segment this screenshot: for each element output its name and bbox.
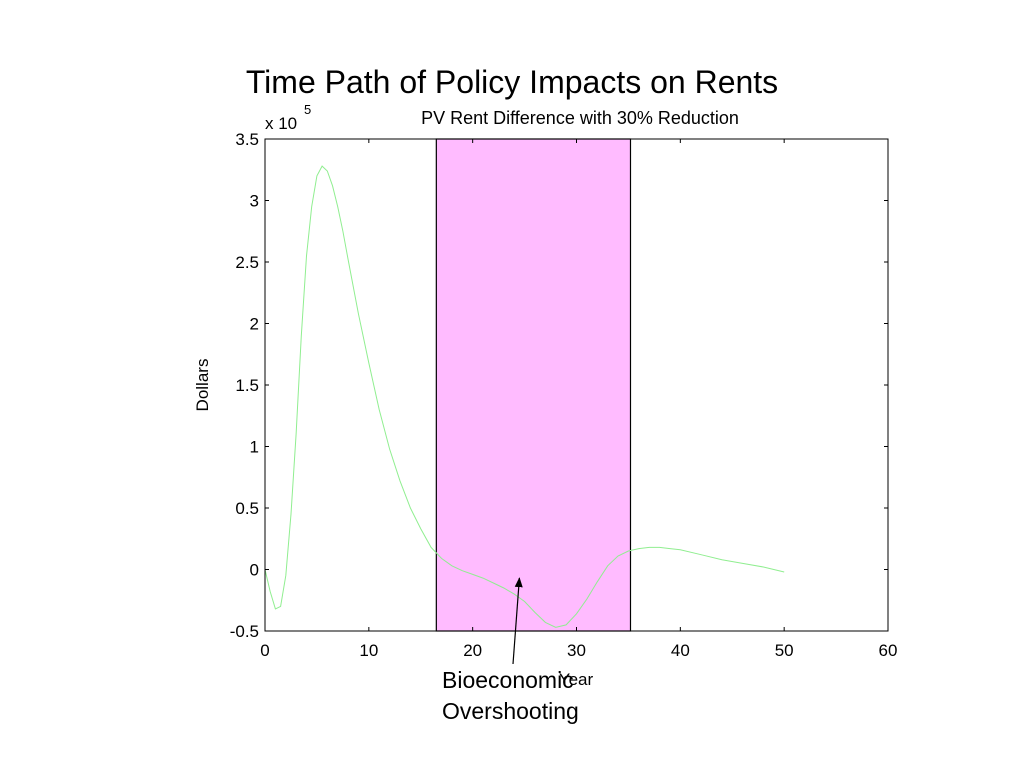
ticks-layer: 0 10 20 30 40 50 60-0.500.511.522.533.5 xyxy=(230,130,898,660)
x-tick-label: 60 xyxy=(879,641,898,660)
x-tick-label: 50 xyxy=(775,641,794,660)
series-line-0 xyxy=(264,165,785,628)
y-tick-label: 0 xyxy=(250,561,259,580)
series-layer xyxy=(264,165,785,628)
y-tick-label: 1.5 xyxy=(235,376,259,395)
annotation-line-1: Bioeconomic xyxy=(442,667,574,693)
x-tick-label: 30 xyxy=(567,641,586,660)
y-tick-label: 3 xyxy=(250,192,259,211)
y-tick-label: 2 xyxy=(250,315,259,334)
y-tick-label: 1 xyxy=(250,438,259,457)
y-tick-label: 2.5 xyxy=(235,253,259,272)
highlight-region xyxy=(435,138,632,632)
x-tick-label: 10 xyxy=(359,641,378,660)
chart-title: PV Rent Difference with 30% Reduction xyxy=(421,108,739,128)
y-tick-label: 3.5 xyxy=(235,130,259,149)
y-tick-label: -0.5 xyxy=(230,622,259,641)
slide-title: Time Path of Policy Impacts on Rents xyxy=(246,64,778,100)
y-axis-label: Dollars xyxy=(193,359,212,412)
y-multiplier-exponent: 5 xyxy=(304,102,311,117)
annotation-arrow xyxy=(512,577,523,665)
highlight-layer xyxy=(435,138,632,632)
y-tick-label: 0.5 xyxy=(235,499,259,518)
x-tick-label: 0 xyxy=(260,641,269,660)
annotation-line-2: Overshooting xyxy=(442,698,579,724)
x-tick-label: 40 xyxy=(671,641,690,660)
x-tick-label: 20 xyxy=(463,641,482,660)
y-multiplier-label: x 10 xyxy=(265,114,297,133)
x-axis-label: Year xyxy=(559,670,594,689)
